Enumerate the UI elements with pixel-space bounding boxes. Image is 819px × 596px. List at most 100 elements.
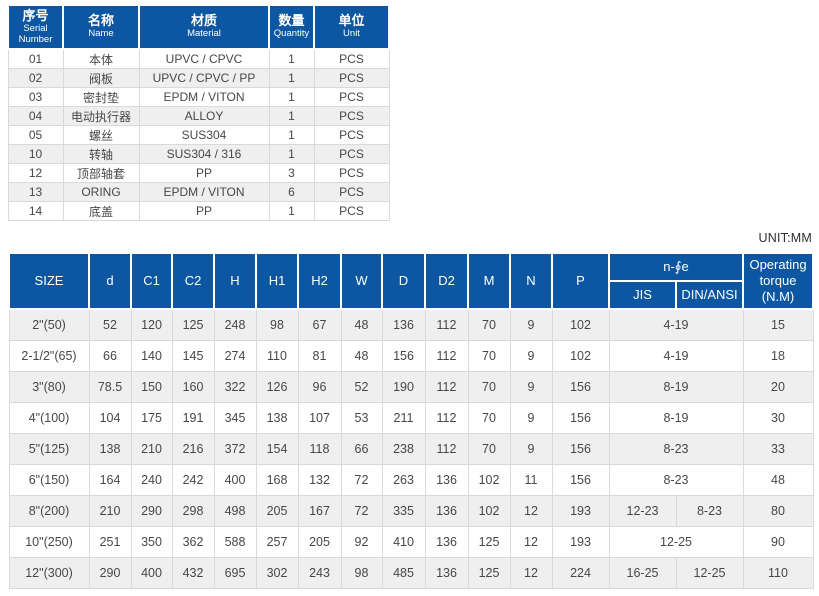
quantity-cell: 1 [268, 87, 315, 108]
p-cell: 156 [551, 433, 610, 465]
operating-torque-cell: 90 [742, 526, 814, 558]
parts-col-header-en: Name [88, 28, 114, 40]
parts-table-row: 12 顶部轴套 PP 3 PCS [7, 163, 390, 184]
name-cell: 密封垫 [62, 87, 140, 108]
m-cell: 102 [467, 495, 511, 527]
d2-cell: 112 [424, 371, 469, 403]
c2-cell: 298 [171, 495, 215, 527]
bolt-holes-din-ansi-cell: 12-25 [675, 557, 744, 589]
h1-cell: 302 [255, 557, 299, 589]
quantity-cell: 1 [268, 201, 315, 222]
d2-cell: 112 [424, 340, 469, 372]
parts-col-header-zh: 材质 [190, 13, 217, 29]
quantity-cell: 1 [268, 125, 315, 146]
quantity-cell: 1 [268, 106, 315, 127]
h2-cell: 132 [297, 464, 342, 496]
dim-table-row: 2"(50) 52 120 125 248 98 67 48 136 112 70 9 102 4-19 1… [8, 308, 814, 341]
h2-cell: 167 [297, 495, 342, 527]
dim-table-row: 4"(100) 104 175 191 345 138 107 53 211 112 70 9 156 8… [8, 402, 814, 434]
p-cell: 156 [551, 402, 610, 434]
n-cell: 9 [509, 308, 553, 341]
h1-cell: 154 [255, 433, 299, 465]
d2-cell: 112 [424, 308, 469, 341]
material-cell: PP [138, 163, 270, 184]
d-cell: 251 [88, 526, 132, 558]
h1-cell: 205 [255, 495, 299, 527]
h2-cell: 67 [297, 308, 342, 341]
c1-cell: 240 [130, 464, 173, 496]
dim-table-row: 5"(125) 138 210 216 372 154 118 66 238 112 70 9 156 8… [8, 433, 814, 465]
dim-table-row: 8"(200) 210 290 298 498 205 167 72 335 136 102 12 19… [8, 495, 814, 527]
parts-table-row: 03 密封垫 EPDM / VITON 1 PCS [7, 87, 390, 108]
parts-col-header: 序号 Serial Number [7, 3, 64, 51]
dim-col-header-jis: JIS [608, 280, 677, 310]
h1-cell: 126 [255, 371, 299, 403]
d-flange-cell: 410 [381, 526, 426, 558]
quantity-cell: 3 [268, 163, 315, 184]
parts-table-row: 05 螺丝 SUS304 1 PCS [7, 125, 390, 146]
n-cell: 9 [509, 433, 553, 465]
operating-torque-cell: 80 [742, 495, 814, 527]
unit-cell: PCS [313, 144, 390, 165]
dim-col-header-h: H [213, 252, 257, 310]
n-cell: 12 [509, 557, 553, 589]
name-cell: 螺丝 [62, 125, 140, 146]
h1-cell: 168 [255, 464, 299, 496]
parts-table-row: 14 底盖 PP 1 PCS [7, 201, 390, 222]
unit-cell: PCS [313, 182, 390, 203]
m-cell: 102 [467, 464, 511, 496]
d-cell: 210 [88, 495, 132, 527]
c2-cell: 216 [171, 433, 215, 465]
c2-cell: 362 [171, 526, 215, 558]
name-cell: 阀板 [62, 68, 140, 89]
dim-col-header-m: M [467, 252, 511, 310]
w-cell: 98 [340, 557, 383, 589]
h2-cell: 107 [297, 402, 342, 434]
h2-cell: 96 [297, 371, 342, 403]
h-cell: 248 [213, 308, 257, 341]
c1-cell: 175 [130, 402, 173, 434]
size-cell: 12"(300) [8, 557, 90, 589]
m-cell: 70 [467, 433, 511, 465]
material-cell: SUS304 [138, 125, 270, 146]
d-flange-cell: 211 [381, 402, 426, 434]
unit-cell: PCS [313, 106, 390, 127]
parts-col-header-zh: 数量 [278, 13, 305, 29]
size-cell: 2-1/2"(65) [8, 340, 90, 372]
dim-col-header-d: D [381, 252, 426, 310]
h-cell: 274 [213, 340, 257, 372]
size-cell: 4"(100) [8, 402, 90, 434]
p-cell: 156 [551, 371, 610, 403]
serial-cell: 13 [7, 182, 64, 203]
c1-cell: 120 [130, 308, 173, 341]
material-cell: UPVC / CPVC [138, 48, 270, 70]
m-cell: 125 [467, 526, 511, 558]
name-cell: 转轴 [62, 144, 140, 165]
size-cell: 2"(50) [8, 308, 90, 341]
c1-cell: 290 [130, 495, 173, 527]
dim-table-row: 10"(250) 251 350 362 588 257 205 92 410 136 125 12 1… [8, 526, 814, 558]
h2-cell: 243 [297, 557, 342, 589]
n-cell: 12 [509, 495, 553, 527]
size-cell: 6"(150) [8, 464, 90, 496]
name-cell: 电动执行器 [62, 106, 140, 127]
n-cell: 9 [509, 340, 553, 372]
parts-header-row: 序号 Serial Number 名称 Name 材质 Material 数量 Quantit… [7, 3, 390, 51]
w-cell: 72 [340, 495, 383, 527]
material-cell: PP [138, 201, 270, 222]
name-cell: ORING [62, 182, 140, 203]
dim-col-header-din-ansi: DIN/ANSI [675, 280, 744, 310]
d-flange-cell: 136 [381, 308, 426, 341]
parts-col-header: 材质 Material [138, 3, 270, 51]
d-cell: 78.5 [88, 371, 132, 403]
dim-col-header-operating-torque: Operating torque (N.M) [742, 252, 814, 310]
dim-col-header-d2: D2 [424, 252, 469, 310]
dimensions-table-body: 2"(50) 52 120 125 248 98 67 48 136 112 70 9 102 4-19 1… [8, 308, 814, 589]
c2-cell: 160 [171, 371, 215, 403]
d-cell: 290 [88, 557, 132, 589]
bolt-holes-cell: 12-25 [608, 526, 744, 558]
parts-col-header-en: Unit [343, 28, 360, 40]
